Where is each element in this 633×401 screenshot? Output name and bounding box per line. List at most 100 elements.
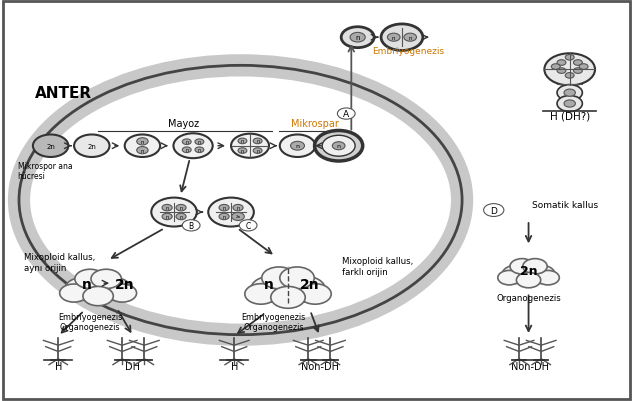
Circle shape [182, 220, 200, 231]
Circle shape [253, 139, 262, 144]
Circle shape [151, 198, 197, 227]
Circle shape [232, 213, 244, 221]
Circle shape [557, 61, 566, 66]
Circle shape [176, 205, 186, 211]
Circle shape [502, 265, 531, 284]
Circle shape [95, 278, 131, 301]
Text: Mikrospor ana
hücresi: Mikrospor ana hücresi [18, 161, 72, 180]
Circle shape [233, 205, 243, 211]
Text: n: n [141, 140, 144, 144]
Circle shape [510, 259, 534, 274]
Circle shape [565, 73, 574, 79]
Text: n: n [166, 206, 168, 211]
Text: n: n [180, 206, 182, 211]
Circle shape [253, 148, 262, 154]
Circle shape [74, 135, 110, 158]
Text: Mayoz: Mayoz [168, 119, 199, 129]
Text: n: n [256, 139, 259, 144]
Circle shape [544, 54, 595, 86]
Circle shape [284, 277, 325, 302]
Circle shape [208, 198, 254, 227]
Circle shape [239, 220, 257, 231]
Circle shape [65, 278, 101, 301]
Circle shape [510, 261, 548, 285]
Text: n: n [296, 144, 299, 149]
Text: Mixoploid kallus,
aynı orijin: Mixoploid kallus, aynı orijin [24, 253, 96, 272]
Circle shape [387, 34, 400, 42]
Circle shape [557, 85, 582, 101]
Text: n: n [185, 140, 188, 145]
Circle shape [60, 284, 88, 302]
Circle shape [299, 284, 331, 304]
Circle shape [337, 109, 355, 120]
Text: H: H [230, 361, 238, 371]
Text: n: n [223, 206, 225, 211]
Circle shape [341, 28, 374, 49]
Circle shape [350, 33, 365, 43]
Text: ANTER: ANTER [35, 86, 92, 101]
Circle shape [108, 284, 137, 302]
Circle shape [251, 277, 292, 302]
Circle shape [564, 90, 575, 97]
Text: H (DH?): H (DH?) [549, 111, 590, 121]
Circle shape [137, 138, 148, 146]
Circle shape [173, 134, 213, 159]
Circle shape [484, 204, 504, 217]
Text: n: n [256, 149, 259, 154]
Circle shape [404, 34, 417, 42]
Text: n: n [237, 206, 239, 211]
Circle shape [526, 265, 555, 284]
Text: DH: DH [125, 361, 141, 371]
Text: n: n [264, 278, 274, 292]
Circle shape [162, 205, 172, 211]
Circle shape [564, 101, 575, 108]
Circle shape [75, 269, 105, 289]
Circle shape [219, 205, 229, 211]
Text: n: n [82, 278, 92, 292]
Circle shape [162, 214, 172, 220]
Circle shape [498, 271, 520, 285]
Text: n: n [241, 149, 244, 154]
Text: 2n: 2n [520, 264, 537, 277]
FancyBboxPatch shape [3, 2, 630, 399]
Text: Mikrospar: Mikrospar [291, 119, 339, 129]
Text: B: B [189, 221, 194, 230]
Circle shape [245, 284, 277, 304]
Circle shape [195, 148, 204, 153]
Text: 2n: 2n [300, 278, 320, 292]
Text: 2n: 2n [46, 144, 55, 149]
Circle shape [322, 136, 355, 157]
Circle shape [573, 61, 582, 66]
Text: n: n [337, 144, 341, 149]
Text: n: n [198, 140, 201, 145]
Text: Organogenezis: Organogenezis [496, 294, 561, 302]
Text: n: n [141, 148, 144, 153]
Text: 2n: 2n [235, 215, 241, 219]
Text: n: n [180, 215, 182, 219]
Circle shape [33, 135, 68, 158]
Circle shape [195, 140, 204, 145]
Circle shape [579, 65, 588, 70]
Circle shape [176, 214, 186, 220]
Text: n: n [223, 215, 225, 219]
Text: Embriyogenezis: Embriyogenezis [372, 47, 444, 55]
Circle shape [280, 267, 314, 289]
Text: C: C [246, 221, 251, 230]
Circle shape [271, 287, 305, 308]
Text: n: n [241, 139, 244, 144]
Circle shape [381, 25, 423, 51]
Circle shape [238, 139, 247, 144]
Circle shape [83, 287, 113, 306]
Text: n: n [408, 36, 412, 41]
Text: n: n [166, 215, 168, 219]
Circle shape [332, 142, 345, 150]
Circle shape [182, 140, 191, 145]
Circle shape [238, 148, 247, 154]
Circle shape [91, 269, 122, 289]
Text: H: H [54, 361, 62, 371]
Text: 2n: 2n [115, 278, 135, 292]
Text: A: A [343, 110, 349, 119]
Circle shape [182, 148, 191, 153]
Text: Non-DH: Non-DH [301, 361, 339, 371]
Text: Mixoploid kallus,
farklı orijin: Mixoploid kallus, farklı orijin [342, 257, 413, 276]
